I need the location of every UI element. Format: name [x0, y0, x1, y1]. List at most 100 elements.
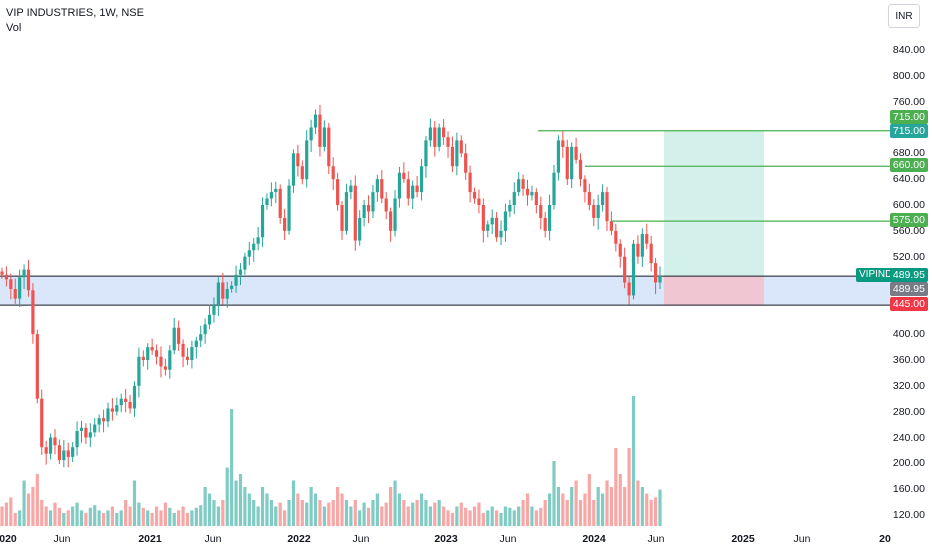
volume-bar [124, 500, 128, 526]
candle-body [291, 153, 296, 186]
volume-bar [658, 489, 662, 526]
volume-bar [574, 480, 578, 526]
candle-body [428, 127, 432, 141]
volume-bar [424, 500, 428, 526]
volume-bar [203, 487, 207, 526]
candle-body [93, 424, 97, 433]
volume-bar [623, 487, 627, 526]
y-tick-label: 640.00 [892, 173, 925, 186]
target-price-label-top: 715.00 [889, 110, 928, 124]
candle-body [565, 146, 569, 180]
candle-body [168, 350, 172, 370]
candle-body [26, 269, 31, 291]
candle-body [185, 356, 190, 360]
volume-bar [397, 493, 402, 526]
candle-body [468, 172, 472, 193]
candle-body [534, 192, 538, 205]
candle-body [132, 385, 137, 409]
volume-bar [362, 502, 366, 526]
volume-bar [640, 487, 644, 526]
volume-bar [44, 506, 48, 526]
volume-bar [371, 500, 375, 526]
volume-bar [300, 500, 304, 526]
volume-bar [269, 500, 273, 526]
volume-bar [26, 493, 31, 526]
volume-bar [234, 480, 238, 526]
candle-body [124, 398, 128, 402]
candle-body [172, 327, 176, 351]
volume-bar [327, 502, 331, 526]
volume-bar [596, 487, 600, 526]
volume-bar [141, 507, 145, 526]
volume-bar [543, 500, 547, 526]
volume-bar [154, 506, 159, 526]
volume-bar [587, 474, 591, 526]
candle-body [313, 114, 318, 128]
candle-body [450, 146, 455, 167]
volume-bar [93, 505, 97, 526]
target-price-label: 715.00 [889, 124, 928, 138]
volume-bar [79, 510, 84, 526]
candle-body [31, 290, 35, 335]
candle-body [521, 179, 525, 189]
candle-body [397, 172, 402, 199]
volume-bar [0, 506, 4, 526]
volume-bar [375, 493, 379, 526]
candle-body [318, 114, 322, 147]
candle-body [481, 205, 485, 231]
candle-body [525, 188, 530, 196]
volume-bar [238, 474, 243, 526]
volume-bar [433, 502, 437, 526]
candle-body [495, 217, 499, 238]
stop-price-label: 445.00 [889, 297, 928, 311]
candle-body [84, 427, 88, 438]
x-tick-label: Jun [53, 533, 71, 545]
volume-bar [512, 510, 516, 526]
volume-bar [450, 513, 455, 526]
volume-bar [419, 493, 424, 526]
volume-bar [265, 493, 269, 526]
volume-bar [243, 487, 247, 526]
y-tick-label: 800.00 [892, 69, 925, 82]
currency-selector[interactable]: INR [888, 4, 920, 28]
candle-body [512, 192, 516, 205]
volume-bar [22, 480, 26, 526]
volume-bar [230, 409, 234, 526]
x-tick-label: 2025 [731, 533, 755, 545]
volume-bar [402, 500, 406, 526]
volume-bar [252, 500, 256, 526]
candle-body [53, 437, 57, 446]
y-tick-label: 840.00 [892, 44, 925, 56]
volume-bar [291, 480, 296, 526]
candle-body [199, 334, 203, 341]
volume-bar [31, 487, 35, 526]
volume-bar [636, 480, 640, 526]
candle-body [119, 398, 123, 406]
volume-bar [340, 493, 344, 526]
volume-bar [406, 506, 410, 526]
x-tick-label: Jun [204, 533, 222, 545]
candle-body [503, 211, 508, 231]
candle-body [486, 224, 490, 231]
x-tick-label: 2022 [287, 533, 311, 545]
candle-body [552, 172, 556, 205]
candle-body [596, 205, 600, 218]
volume-bar [305, 502, 309, 526]
candle-body [0, 271, 4, 275]
volume-bar [525, 493, 530, 526]
volume-bar [110, 506, 115, 526]
volume-bar [556, 487, 561, 526]
volume-bar [600, 493, 605, 526]
candle-body [238, 269, 243, 275]
candle-body [349, 185, 353, 193]
volume-bar [88, 507, 92, 526]
candle-body [578, 159, 583, 180]
candle-body [322, 127, 326, 147]
volume-bar [247, 493, 251, 526]
candle-body [472, 192, 477, 199]
volume-bar [137, 502, 141, 526]
candle-body [159, 356, 163, 367]
candle-body [141, 356, 145, 360]
candle-body [252, 243, 256, 251]
